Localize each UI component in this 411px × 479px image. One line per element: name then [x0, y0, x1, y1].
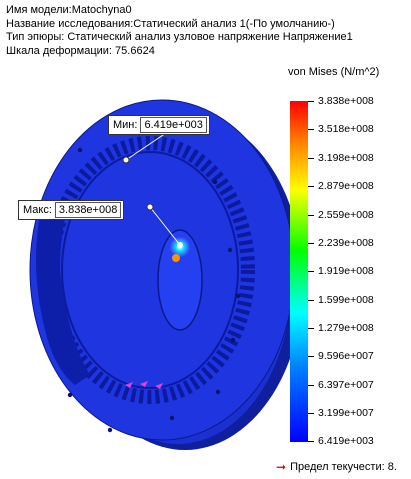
legend-tick	[308, 441, 314, 442]
legend-tick	[308, 328, 314, 329]
legend-tick	[308, 385, 314, 386]
legend-label: 2.239e+008	[318, 237, 374, 249]
legend-label: 1.919e+008	[318, 265, 374, 277]
legend-tick	[308, 215, 314, 216]
legend-label: 9.596e+007	[318, 350, 374, 362]
legend-tick	[308, 413, 314, 414]
yield-strength-label: Предел текучести: 8.	[290, 461, 397, 473]
arrow-right-icon: ➞	[276, 460, 287, 474]
legend-tick	[308, 158, 314, 159]
front-disc	[29, 99, 295, 441]
legend-label: 6.397e+007	[318, 379, 374, 391]
legend-tick	[308, 129, 314, 130]
legend-title: von Mises (N/m^2)	[288, 66, 380, 78]
legend-label: 2.559e+008	[318, 209, 374, 221]
legend-tick	[308, 271, 314, 272]
study-info: Имя модели:Matochyna0 Название исследова…	[6, 4, 353, 58]
max-callout-value: 3.838e+008	[54, 202, 122, 218]
deformation-scale: Шкала деформации: 75.6624	[6, 44, 155, 57]
max-leader-line	[149, 206, 181, 246]
legend-label: 3.518e+008	[318, 123, 374, 135]
min-callout[interactable]: Мин: 6.419e+003	[108, 115, 210, 135]
min-callout-value: 6.419e+003	[140, 117, 207, 133]
legend-label: 1.599e+008	[318, 294, 374, 306]
legend-tick	[308, 186, 314, 187]
model-name: Имя модели:Matochyna0	[6, 4, 132, 16]
legend-label: 3.198e+008	[318, 152, 374, 164]
plot-type: Тип эпюры: Статический анализ узловое на…	[6, 31, 353, 43]
legend-label: 2.879e+008	[318, 180, 374, 192]
legend-tick	[308, 356, 314, 357]
legend-label: 1.279e+008	[318, 322, 374, 334]
max-leader-anchor	[146, 203, 154, 211]
max-stress-hotspot[interactable]	[168, 235, 192, 262]
min-leader-anchor	[122, 156, 130, 164]
legend-label: 6.419e+003	[318, 435, 374, 447]
legend-label: 3.838e+008	[318, 95, 374, 107]
min-leader-line	[125, 132, 167, 161]
legend-tick	[308, 243, 314, 244]
color-scale-bar	[290, 101, 308, 442]
legend-label: 3.199e+007	[318, 407, 374, 419]
legend-tick	[308, 300, 314, 301]
load-markers	[125, 381, 163, 389]
max-callout[interactable]: Макс: 3.838e+008	[18, 200, 125, 220]
yield-strength-indicator: ➞ Предел текучести: 8.	[276, 460, 397, 474]
max-callout-label: Макс:	[23, 204, 52, 216]
legend-tick	[308, 101, 314, 102]
study-name: Название исследования:Статический анализ…	[6, 17, 335, 30]
min-callout-label: Мин:	[113, 119, 138, 131]
